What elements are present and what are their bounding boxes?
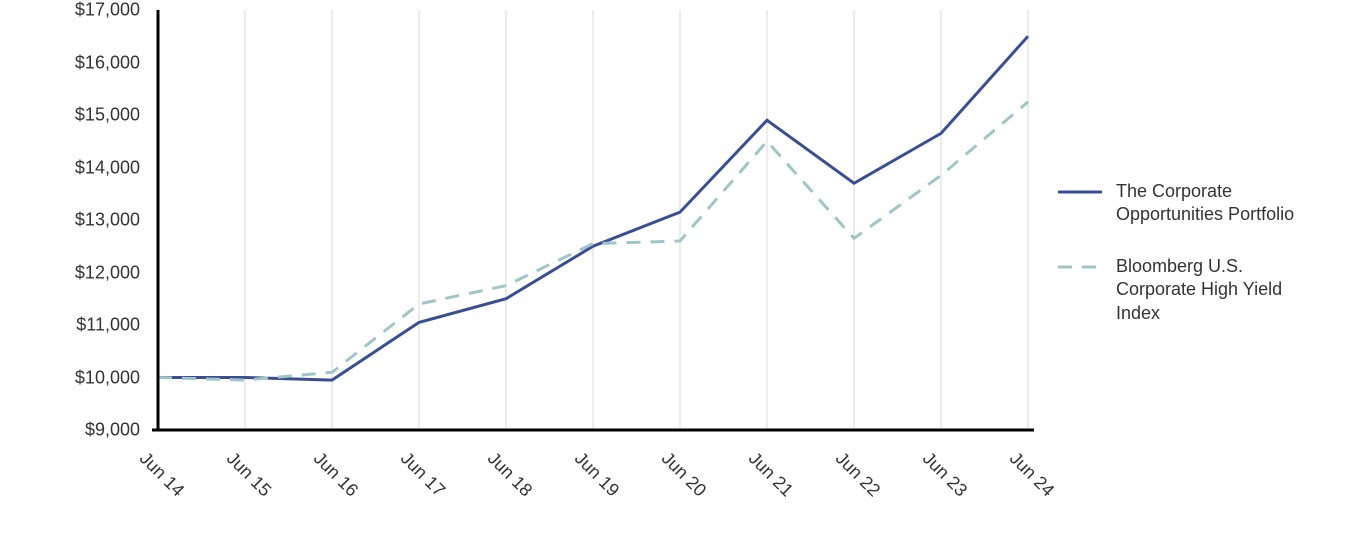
legend: The Corporate Opportunities Portfolio Blo…	[1058, 180, 1326, 353]
legend-item: The Corporate Opportunities Portfolio	[1058, 180, 1326, 227]
y-axis-label: $10,000	[0, 367, 140, 388]
y-axis-label: $17,000	[0, 0, 140, 21]
growth-chart: The Corporate Opportunities Portfolio Blo…	[0, 0, 1368, 540]
legend-label: The Corporate Opportunities Portfolio	[1116, 180, 1326, 227]
legend-item: Bloomberg U.S. Corporate High Yield Inde…	[1058, 255, 1326, 325]
y-axis-label: $12,000	[0, 262, 140, 283]
y-axis-label: $13,000	[0, 210, 140, 231]
y-axis-label: $15,000	[0, 105, 140, 126]
y-axis-label: $14,000	[0, 157, 140, 178]
legend-label: Bloomberg U.S. Corporate High Yield Inde…	[1116, 255, 1326, 325]
y-axis-label: $11,000	[0, 315, 140, 336]
legend-swatch	[1058, 180, 1102, 204]
y-axis-label: $16,000	[0, 52, 140, 73]
y-axis-label: $9,000	[0, 420, 140, 441]
legend-swatch	[1058, 255, 1102, 279]
